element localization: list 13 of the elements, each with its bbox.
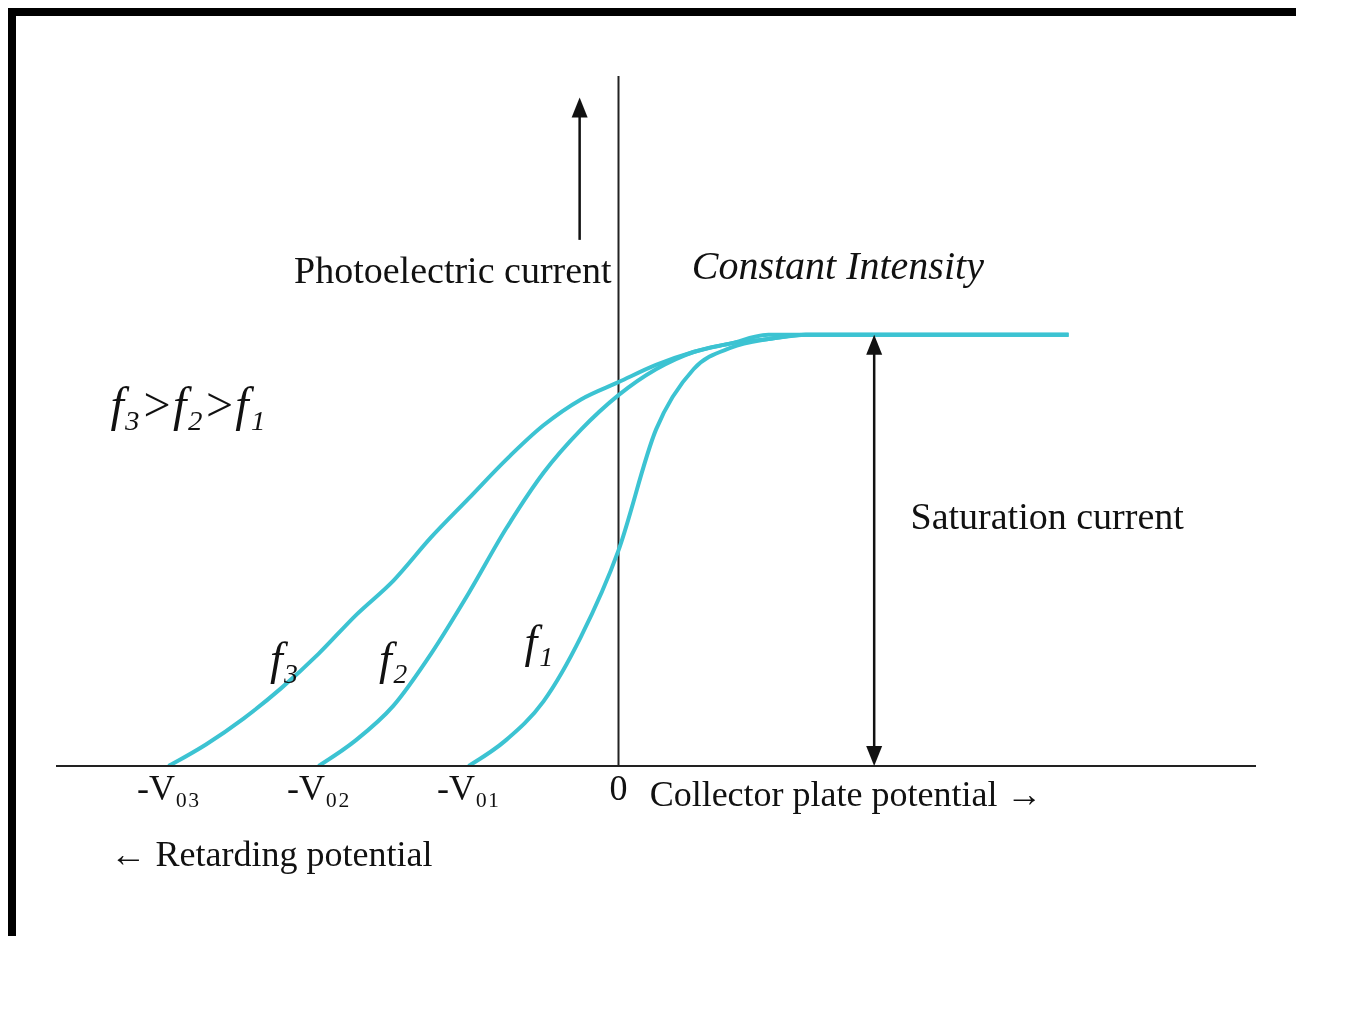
annotation: f₃>f₂>f₁	[110, 378, 266, 431]
text: Constant Intensity	[691, 242, 985, 288]
series-label: f₁	[524, 615, 554, 667]
series-label: f₃	[269, 632, 299, 684]
annotation: Saturation current	[910, 494, 1185, 537]
x-tick-label: -V₀₂	[286, 767, 351, 808]
x-axis-title: Collector plate potential →	[649, 774, 1043, 814]
text: ← Retarding potential	[110, 834, 433, 874]
x-tick-label: 0	[609, 767, 628, 808]
x-tick-label: -V₀₁	[436, 767, 501, 808]
x-tick-label: -V₀₃	[136, 767, 201, 808]
y-axis-title: Photoelectric current	[294, 249, 613, 291]
series-label: f₂	[379, 632, 408, 684]
